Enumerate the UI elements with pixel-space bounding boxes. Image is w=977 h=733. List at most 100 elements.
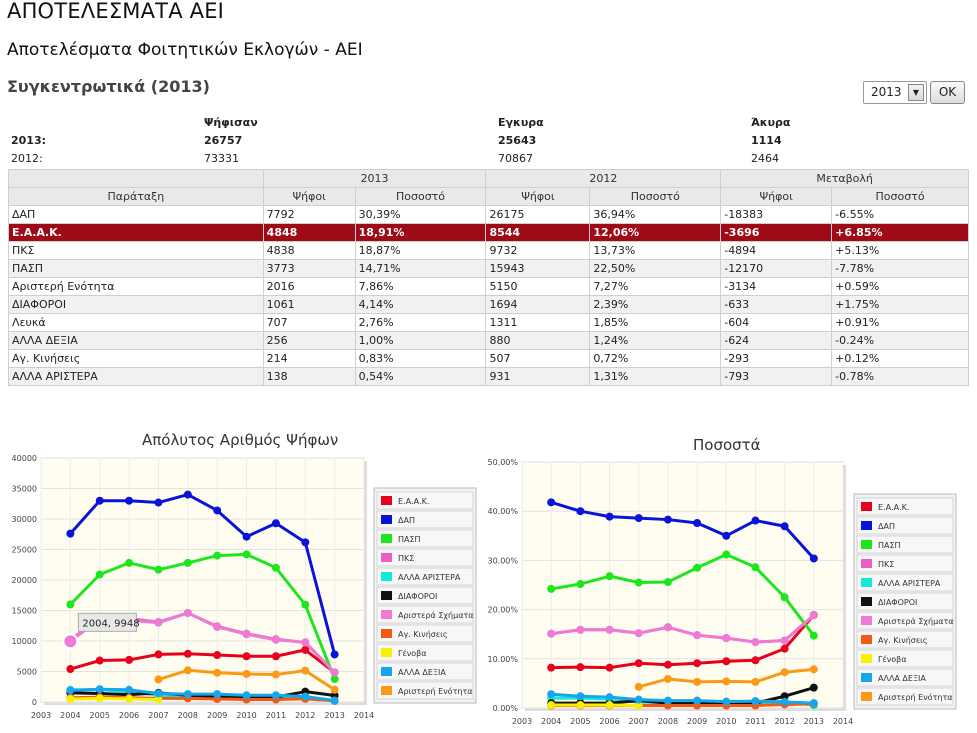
data-point[interactable] (780, 668, 789, 677)
year-select[interactable]: 2013 ▼ (863, 81, 927, 104)
legend-item[interactable] (376, 510, 474, 529)
data-point[interactable] (183, 608, 192, 617)
data-point[interactable] (722, 634, 731, 643)
data-point[interactable] (242, 691, 251, 700)
data-point[interactable] (301, 666, 310, 675)
legend-item[interactable] (376, 567, 474, 586)
data-point[interactable] (634, 514, 643, 523)
data-point[interactable] (809, 554, 818, 563)
data-point[interactable] (605, 693, 614, 702)
data-point[interactable] (809, 683, 818, 692)
data-point[interactable] (547, 629, 556, 638)
data-point[interactable] (634, 659, 643, 668)
data-point[interactable] (271, 635, 280, 644)
legend-item[interactable] (376, 643, 474, 662)
data-point[interactable] (154, 618, 163, 627)
data-point[interactable] (125, 694, 134, 703)
data-point[interactable] (95, 496, 104, 505)
data-point[interactable] (95, 694, 104, 703)
legend-item[interactable] (856, 630, 954, 649)
legend-item[interactable] (856, 687, 954, 706)
data-point[interactable] (242, 550, 251, 559)
data-point[interactable] (576, 507, 585, 516)
data-point[interactable] (301, 645, 310, 654)
data-point[interactable] (125, 558, 134, 567)
data-point[interactable] (634, 682, 643, 691)
legend-item[interactable] (856, 592, 954, 611)
data-point[interactable] (663, 623, 672, 632)
data-point[interactable] (95, 685, 104, 694)
data-point[interactable] (576, 625, 585, 634)
data-point[interactable] (95, 656, 104, 665)
data-point[interactable] (663, 696, 672, 705)
data-point[interactable] (66, 694, 75, 703)
legend-item[interactable] (376, 586, 474, 605)
data-point[interactable] (213, 668, 222, 677)
data-point[interactable] (722, 697, 731, 706)
data-point[interactable] (95, 570, 104, 579)
data-point[interactable] (125, 655, 134, 664)
data-point[interactable] (780, 522, 789, 531)
legend-item[interactable] (376, 491, 474, 510)
data-point[interactable] (605, 625, 614, 634)
data-point[interactable] (301, 538, 310, 547)
data-point[interactable] (213, 506, 222, 515)
data-point[interactable] (183, 558, 192, 567)
data-point[interactable] (242, 652, 251, 661)
data-point[interactable] (547, 690, 556, 699)
legend-item[interactable] (376, 624, 474, 643)
data-point[interactable] (271, 519, 280, 528)
legend-item[interactable] (376, 529, 474, 548)
data-point[interactable] (125, 685, 134, 694)
data-point[interactable] (66, 665, 75, 674)
data-point[interactable] (213, 551, 222, 560)
data-point[interactable] (330, 674, 339, 683)
data-point[interactable] (271, 691, 280, 700)
data-point[interactable] (780, 593, 789, 602)
data-point[interactable] (330, 696, 339, 705)
ok-button[interactable]: OK (930, 81, 965, 104)
data-point[interactable] (722, 677, 731, 686)
data-point[interactable] (547, 701, 556, 710)
legend-item[interactable] (376, 548, 474, 567)
data-point[interactable] (154, 498, 163, 507)
data-point[interactable] (213, 690, 222, 699)
data-point[interactable] (183, 490, 192, 499)
data-point[interactable] (605, 512, 614, 521)
data-point[interactable] (330, 650, 339, 659)
data-point[interactable] (301, 600, 310, 609)
data-point[interactable] (693, 563, 702, 572)
data-point[interactable] (125, 496, 134, 505)
data-point[interactable] (183, 649, 192, 658)
data-point[interactable] (663, 515, 672, 524)
data-point[interactable] (634, 695, 643, 704)
data-point[interactable] (330, 685, 339, 694)
data-point[interactable] (242, 630, 251, 639)
data-point[interactable] (663, 674, 672, 683)
data-point[interactable] (213, 651, 222, 660)
data-point[interactable] (751, 677, 760, 686)
data-point[interactable] (271, 652, 280, 661)
data-point[interactable] (722, 550, 731, 559)
legend-item[interactable] (856, 516, 954, 535)
data-point[interactable] (634, 701, 643, 710)
data-point[interactable] (301, 638, 310, 647)
data-point[interactable] (722, 531, 731, 540)
data-point[interactable] (271, 563, 280, 572)
data-point[interactable] (693, 519, 702, 528)
data-point[interactable] (183, 666, 192, 675)
data-point[interactable] (154, 565, 163, 574)
legend-item[interactable] (376, 605, 474, 624)
data-point[interactable] (66, 529, 75, 538)
legend-item[interactable] (376, 662, 474, 681)
highlighted-point[interactable] (62, 633, 79, 650)
data-point[interactable] (547, 498, 556, 507)
data-point[interactable] (66, 600, 75, 609)
data-point[interactable] (576, 580, 585, 589)
data-point[interactable] (693, 696, 702, 705)
data-point[interactable] (576, 692, 585, 701)
data-point[interactable] (780, 692, 789, 701)
data-point[interactable] (693, 677, 702, 686)
data-point[interactable] (154, 689, 163, 698)
data-point[interactable] (154, 650, 163, 659)
